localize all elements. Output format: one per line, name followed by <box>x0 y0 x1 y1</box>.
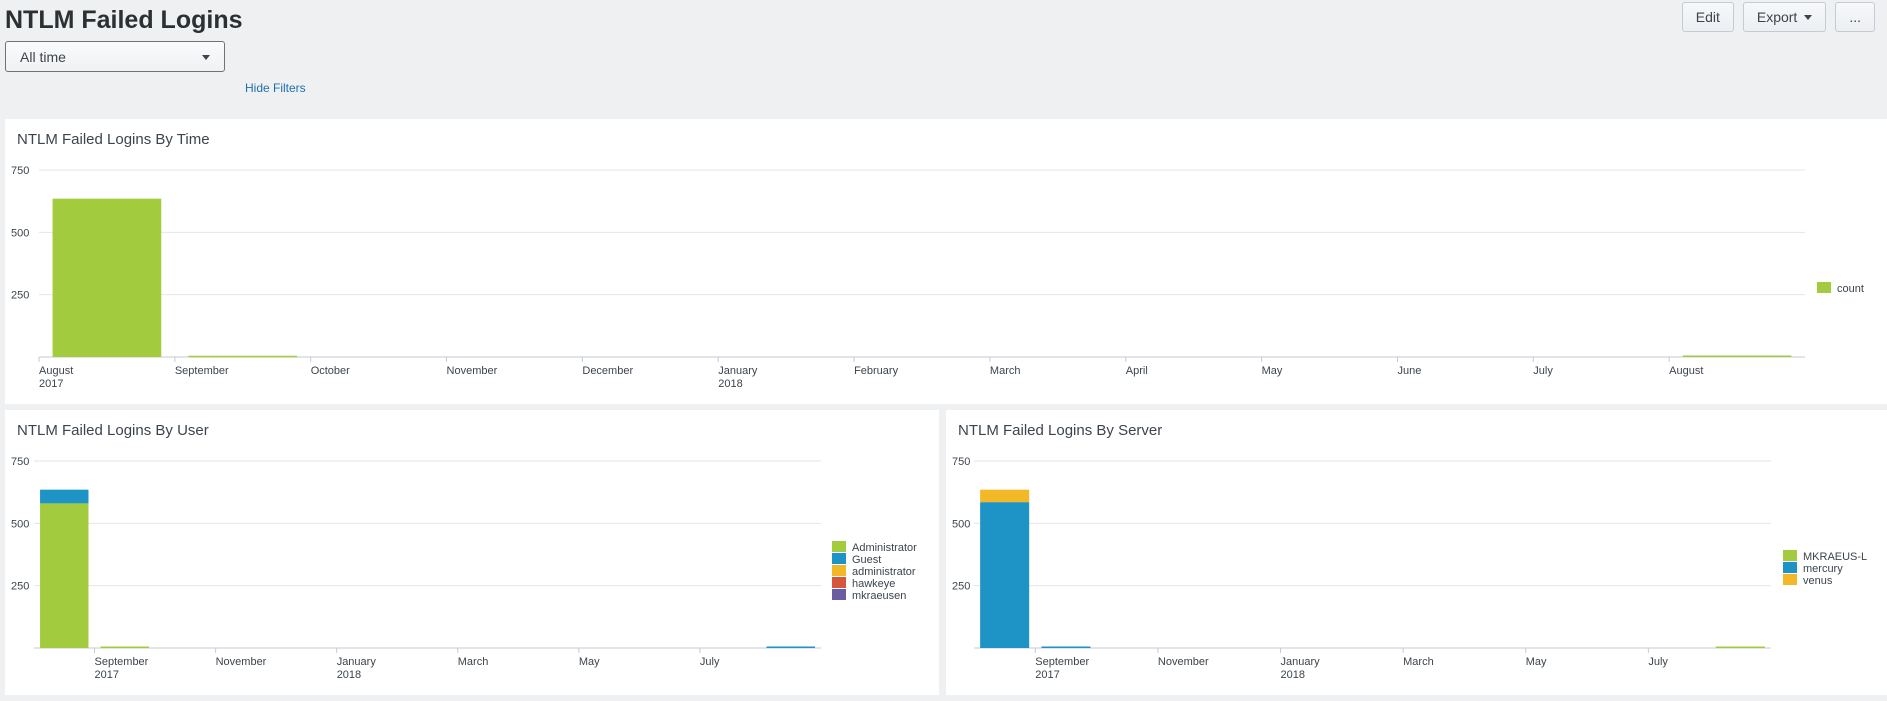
legend-swatch <box>832 565 846 576</box>
x-tick-label: 2017 <box>1035 669 1059 681</box>
x-tick-label: 2018 <box>337 669 361 681</box>
bar-mkraeus-l-2018-08[interactable] <box>1715 646 1765 649</box>
x-tick-label: 2017 <box>95 669 119 681</box>
y-tick-label: 500 <box>11 518 29 530</box>
x-tick-label: October <box>311 365 350 377</box>
bar-administrator-2017-08[interactable] <box>40 503 89 648</box>
x-tick-label: July <box>700 656 720 668</box>
y-tick-label: 250 <box>11 290 29 302</box>
x-tick-label: August <box>1669 365 1703 377</box>
x-tick-label: May <box>579 656 600 668</box>
legend-item-guest[interactable]: Guest <box>852 554 881 566</box>
legend-swatch <box>832 589 846 600</box>
y-tick-label: 250 <box>952 581 970 593</box>
x-tick-label: November <box>447 365 498 377</box>
legend-item-count[interactable]: count <box>1837 283 1864 295</box>
bar-count-2018-08[interactable] <box>1682 355 1792 358</box>
legend-swatch <box>1783 574 1797 585</box>
time-range-picker[interactable]: All time <box>5 41 225 72</box>
x-tick-label: April <box>1126 365 1148 377</box>
chevron-down-icon <box>202 55 210 60</box>
y-tick-label: 500 <box>952 518 970 530</box>
panel-by-user: NTLM Failed Logins By User 250 500 750 Sept… <box>5 410 939 695</box>
x-tick-label: March <box>1403 656 1434 668</box>
dashboard-toolbar: Edit Export ... <box>1681 2 1875 32</box>
x-tick-label: March <box>990 365 1021 377</box>
panel-by-time: NTLM Failed Logins By Time 250 500 750 Augu… <box>5 119 1887 404</box>
more-actions-label: ... <box>1849 9 1861 25</box>
x-tick-label: January <box>337 656 377 668</box>
x-tick-label: November <box>1158 656 1209 668</box>
bar-administrator-2017-09[interactable] <box>100 646 150 649</box>
legend-swatch <box>832 541 846 552</box>
x-tick-label: August <box>39 365 73 377</box>
y-tick-label: 500 <box>11 227 29 239</box>
x-tick-label: July <box>1533 365 1553 377</box>
x-tick-label: January <box>718 365 758 377</box>
panel-title: NTLM Failed Logins By User <box>17 422 209 439</box>
bar-count-2017-08[interactable] <box>52 198 162 357</box>
bar-count-2017-09[interactable] <box>188 355 298 358</box>
x-tick-label: February <box>854 365 899 377</box>
legend-swatch <box>832 577 846 588</box>
panel-title: NTLM Failed Logins By Time <box>17 131 210 148</box>
legend-item-administrator[interactable]: Administrator <box>852 542 917 554</box>
export-button-label: Export <box>1756 9 1798 25</box>
legend-item-venus[interactable]: venus <box>1803 575 1833 587</box>
edit-button-label: Edit <box>1695 9 1720 25</box>
y-tick-label: 750 <box>11 456 29 468</box>
x-tick-label: June <box>1397 365 1421 377</box>
x-tick-label: July <box>1648 656 1668 668</box>
legend-item-administrator[interactable]: administrator <box>852 566 916 578</box>
legend-swatch <box>1783 550 1797 561</box>
legend-item-mercury[interactable]: mercury <box>1803 563 1843 575</box>
bar-venus-2017-08[interactable] <box>980 489 1030 503</box>
time-range-value: All time <box>20 48 66 65</box>
edit-button[interactable]: Edit <box>1681 2 1734 32</box>
x-tick-label: 2018 <box>1281 669 1305 681</box>
x-tick-label: January <box>1281 656 1321 668</box>
bar-guest-2017-08[interactable] <box>40 489 89 504</box>
bar-guest-2018-08[interactable] <box>766 646 815 649</box>
legend-item-mkraeus-l[interactable]: MKRAEUS-L <box>1803 551 1867 563</box>
export-button[interactable]: Export <box>1742 2 1827 32</box>
x-tick-label: September <box>1035 656 1089 668</box>
panel-by-server: NTLM Failed Logins By Server 250 500 750 Se… <box>946 410 1887 695</box>
chevron-down-icon <box>1804 14 1813 20</box>
x-tick-label: September <box>95 656 149 668</box>
x-tick-label: March <box>458 656 489 668</box>
x-tick-label: 2017 <box>39 378 63 390</box>
legend-item-hawkeye[interactable]: hawkeye <box>852 578 895 590</box>
x-tick-label: May <box>1262 365 1283 377</box>
y-tick-label: 250 <box>11 581 29 593</box>
y-tick-label: 750 <box>952 456 970 468</box>
legend-item-mkraeusen[interactable]: mkraeusen <box>852 590 906 602</box>
page-title: NTLM Failed Logins <box>5 6 243 34</box>
x-tick-label: 2018 <box>718 378 742 390</box>
bar-mercury-2017-09[interactable] <box>1041 646 1091 649</box>
legend-swatch <box>1817 282 1831 293</box>
x-tick-label: May <box>1526 656 1547 668</box>
bar-mercury-2017-08[interactable] <box>980 502 1030 648</box>
panel-title: NTLM Failed Logins By Server <box>958 422 1163 439</box>
legend-swatch <box>832 553 846 564</box>
y-tick-label: 750 <box>11 165 29 177</box>
x-tick-label: December <box>582 365 633 377</box>
hide-filters-link[interactable]: Hide Filters <box>245 81 306 95</box>
x-tick-label: September <box>175 365 229 377</box>
more-actions-button[interactable]: ... <box>1835 2 1875 32</box>
legend-swatch <box>1783 562 1797 573</box>
x-tick-label: November <box>216 656 267 668</box>
